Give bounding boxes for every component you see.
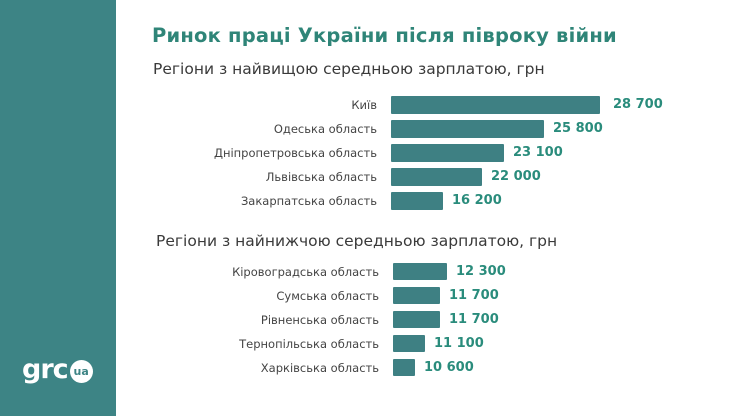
- bar: [391, 168, 482, 186]
- category-label: Кіровоградська область: [232, 265, 379, 279]
- chart-2-title: Регіони з найнижчою середньою зарплатою,…: [156, 232, 558, 250]
- value-label: 10 600: [424, 360, 474, 375]
- value-label: 16 200: [452, 193, 502, 208]
- value-label: 28 700: [613, 97, 663, 112]
- value-label: 25 800: [553, 121, 603, 136]
- category-label: Київ: [351, 98, 377, 112]
- value-label: 22 000: [491, 169, 541, 184]
- logo-text: grc: [22, 354, 69, 385]
- category-label: Одеська область: [273, 122, 377, 136]
- value-label: 11 100: [434, 336, 484, 351]
- bar: [393, 335, 425, 352]
- category-label: Тернопільська область: [239, 337, 379, 351]
- category-label: Сумська область: [276, 289, 379, 303]
- bar: [393, 311, 440, 328]
- category-label: Закарпатська область: [240, 194, 377, 208]
- category-label: Дніпропетровська область: [213, 146, 377, 160]
- chart-1-title: Регіони з найвищою середньою зарплатою, …: [153, 60, 545, 78]
- bar: [393, 263, 447, 280]
- sidebar: grc ua: [0, 0, 116, 416]
- value-label: 23 100: [513, 145, 563, 160]
- category-label: Львівська область: [265, 170, 377, 184]
- value-label: 11 700: [449, 312, 499, 327]
- bar: [391, 144, 504, 162]
- bar: [393, 359, 415, 376]
- category-label: Рівненська область: [260, 313, 379, 327]
- logo-badge: ua: [69, 360, 93, 383]
- page-title: Ринок праці України після півроку війни: [152, 24, 617, 47]
- bar: [391, 192, 443, 210]
- bar: [391, 96, 600, 114]
- bar: [393, 287, 440, 304]
- bar: [391, 120, 544, 138]
- value-label: 12 300: [456, 264, 506, 279]
- grc-logo: grc ua: [22, 356, 93, 383]
- category-label: Харківська область: [260, 361, 379, 375]
- value-label: 11 700: [449, 288, 499, 303]
